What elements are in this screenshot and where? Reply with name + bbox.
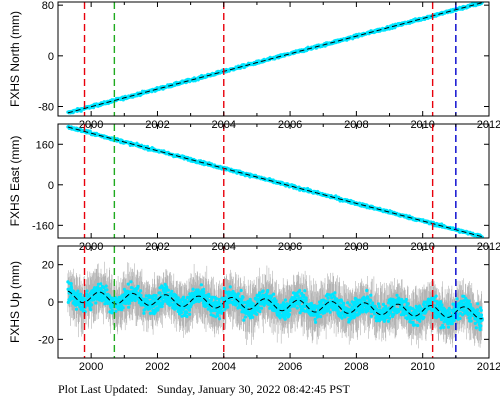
plot-area bbox=[66, 246, 484, 358]
x-tick-label: 2008 bbox=[344, 361, 368, 373]
y-tick-label: 80 bbox=[42, 0, 54, 12]
y-tick-label: -20 bbox=[38, 334, 54, 346]
y-axis-label: FXHS Up (mm) bbox=[8, 261, 22, 343]
y-tick-label: 0 bbox=[48, 180, 54, 192]
model-fit-line bbox=[67, 290, 483, 320]
y-tick-label: -160 bbox=[32, 220, 54, 232]
x-tick-label: 2010 bbox=[410, 361, 434, 373]
y-tick-label: -80 bbox=[38, 102, 54, 114]
plot-updated-footer: Plot Last Updated: Sunday, January 30, 2… bbox=[58, 382, 350, 397]
x-tick-label: 2012 bbox=[477, 119, 500, 131]
plot-area bbox=[66, 2, 485, 116]
x-tick-label: 2004 bbox=[212, 361, 236, 373]
footer-label: Plot Last Updated: bbox=[58, 382, 148, 396]
x-tick-label: 2012 bbox=[477, 361, 500, 373]
x-tick-label: 2000 bbox=[79, 361, 103, 373]
x-tick-label: 2002 bbox=[145, 361, 169, 373]
panel-frame bbox=[57, 123, 490, 239]
panel-2: 2000 2002 2004 2006 2008 2010 2012-1600160FXHS… bbox=[8, 123, 500, 253]
y-tick-label: 160 bbox=[36, 139, 54, 151]
y-tick-label: 20 bbox=[42, 260, 54, 272]
x-tick-label: 2006 bbox=[278, 361, 302, 373]
x-tick-label: 2012 bbox=[477, 241, 500, 253]
y-axis-label: FXHS North (mm) bbox=[8, 11, 22, 107]
plot-area bbox=[66, 124, 485, 238]
y-tick-label: 0 bbox=[48, 297, 54, 309]
y-axis-label: FXHS East (mm) bbox=[8, 136, 22, 227]
data-points bbox=[66, 280, 484, 332]
footer-datetime: Sunday, January 30, 2022 08:42:45 PST bbox=[157, 382, 350, 396]
y-tick-label: 0 bbox=[48, 51, 54, 63]
panel-3: 2000 2002 2004 2006 2008 2010 2012 -20 0 20 FXHS U… bbox=[8, 245, 500, 373]
panel-frame bbox=[57, 1, 490, 117]
